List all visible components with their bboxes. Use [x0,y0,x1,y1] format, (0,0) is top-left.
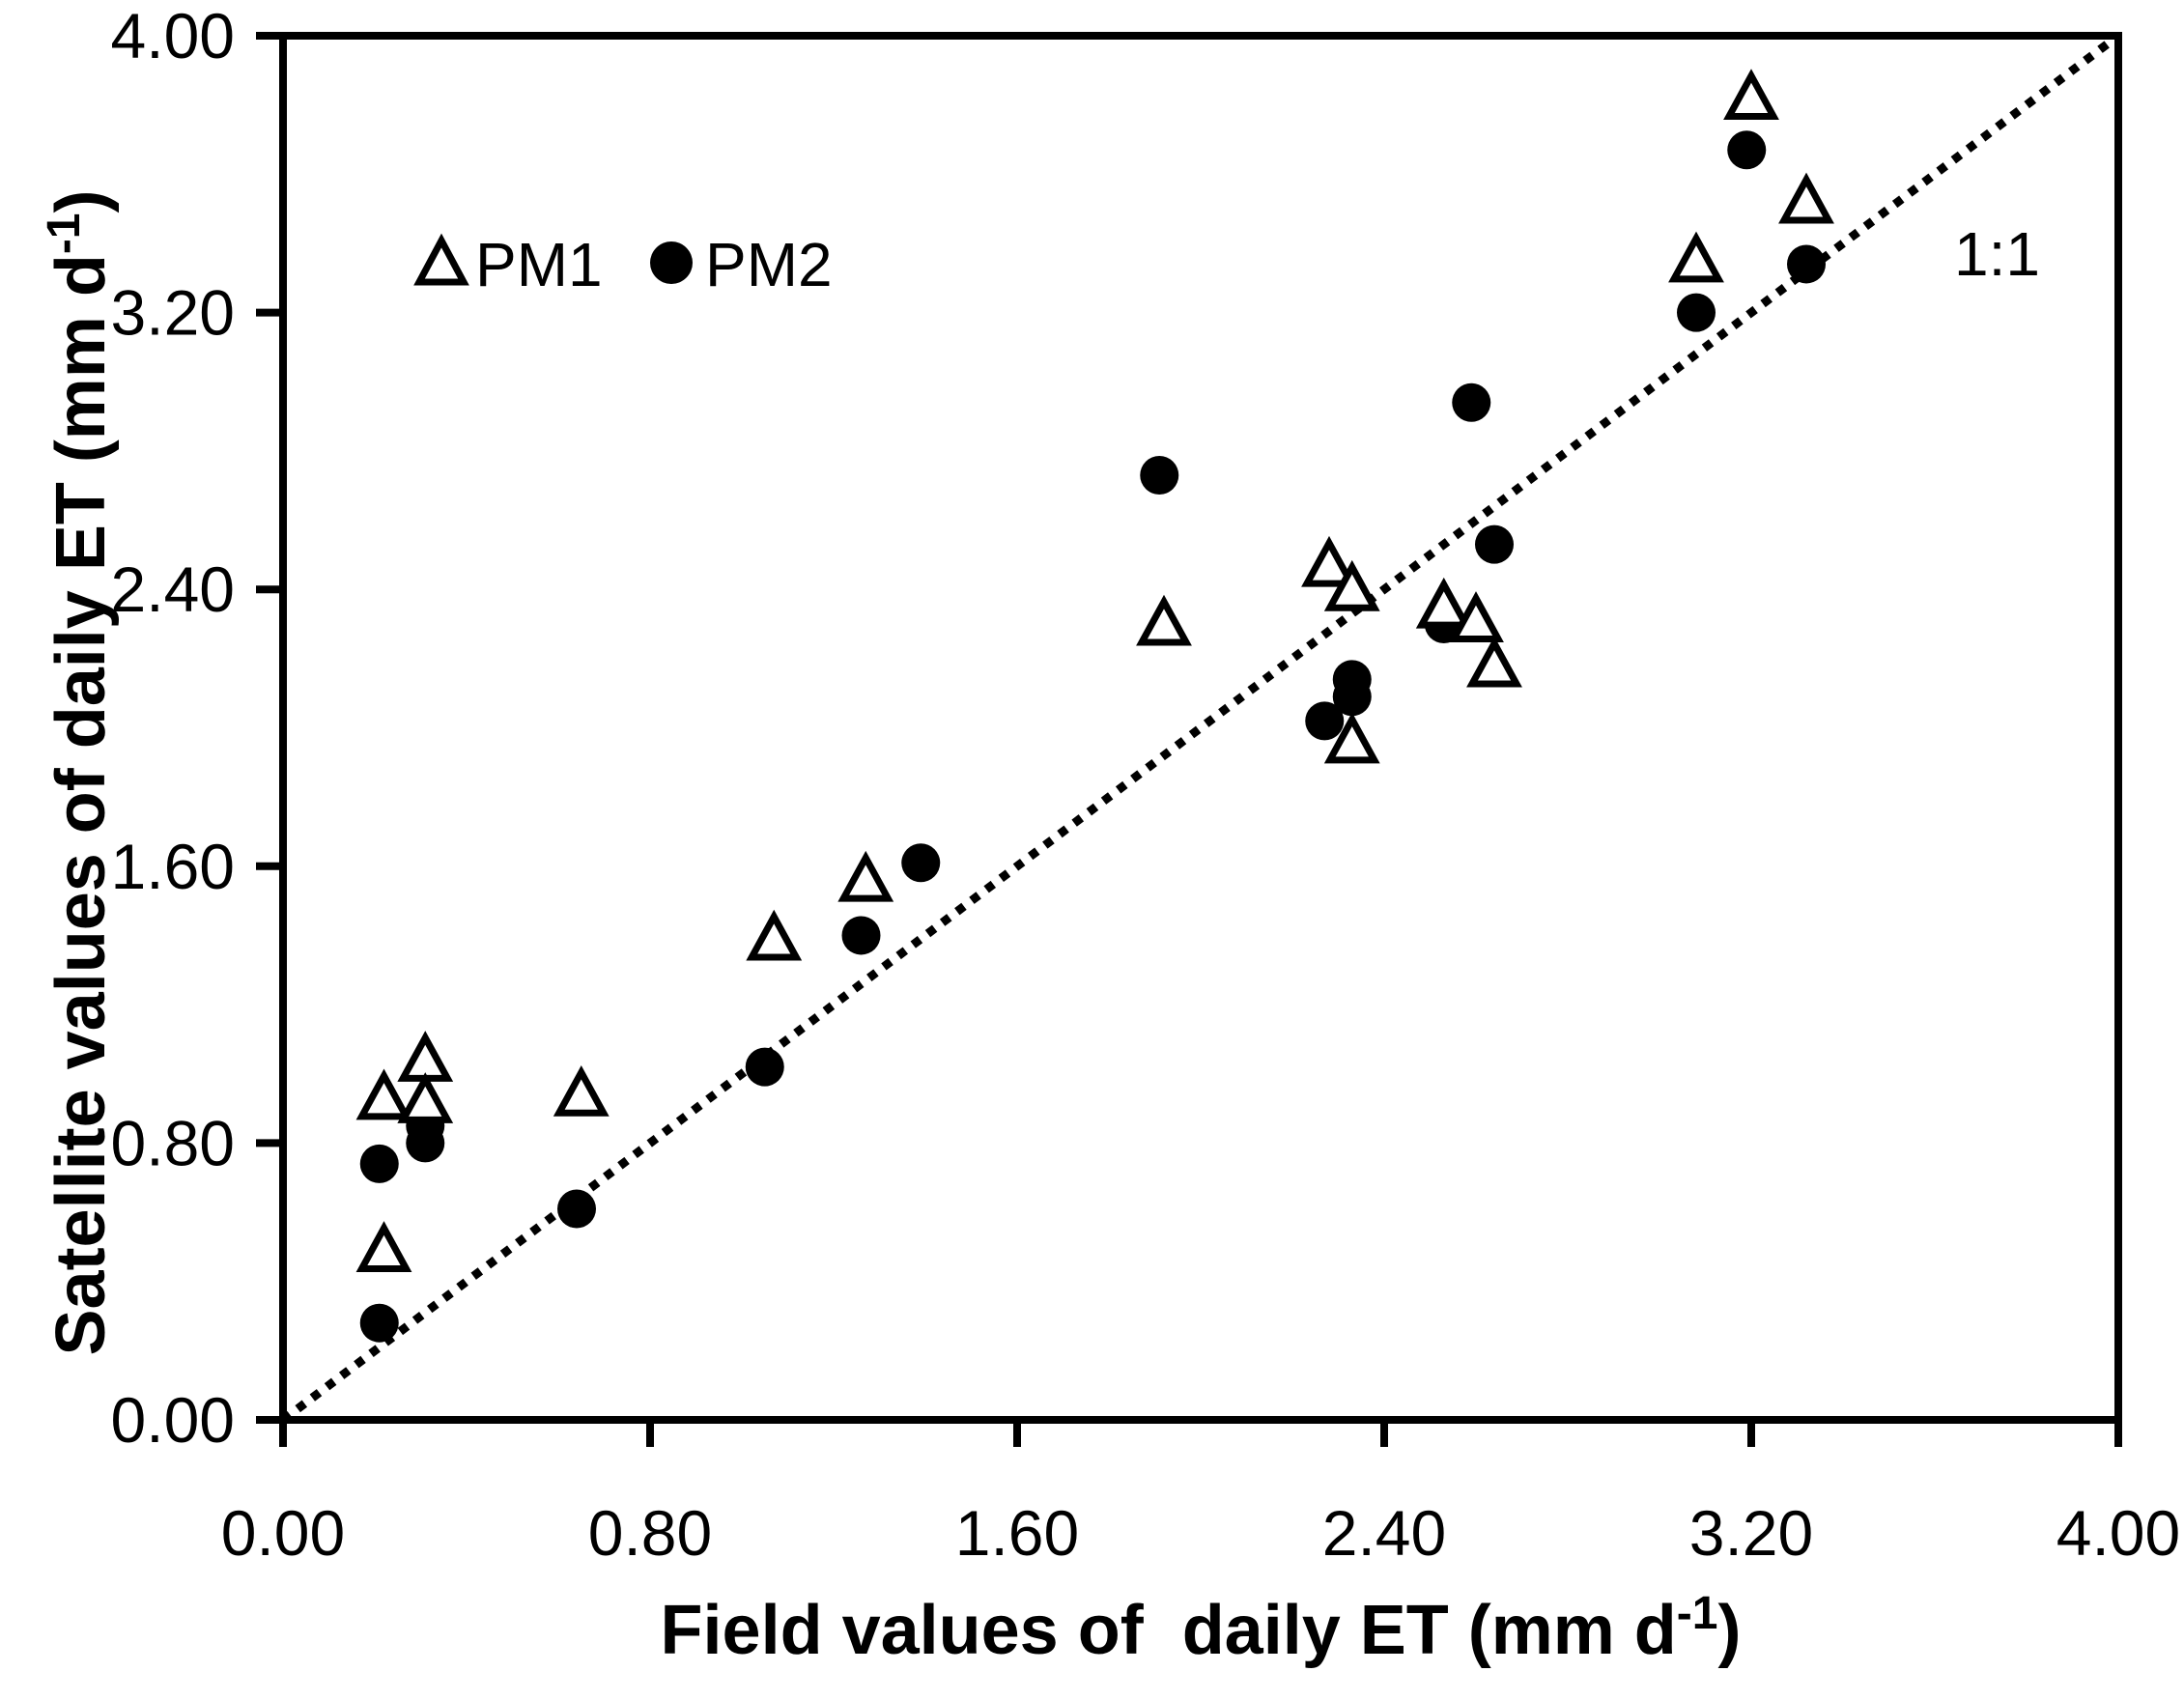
pm2-point [1727,130,1767,170]
legend: PM1 PM2 [413,230,833,299]
pm2-point [1332,677,1372,717]
y-tick-label: 4.00 [111,0,235,71]
pm2-point [901,843,941,883]
x-axis-title: Field values of daily ET (mm d-1) [661,1588,1742,1669]
pm2-point [1677,293,1716,332]
pm1-point [1668,231,1724,283]
pm2-point [406,1123,445,1163]
pm2-point [557,1189,596,1229]
pm2-point [359,1303,399,1343]
pm2-point [1305,701,1345,741]
pm1-point [1323,559,1380,611]
x-tick-label: 4.00 [2056,1497,2180,1569]
pm2-point [1140,455,1179,495]
pm1-point [397,1031,454,1082]
x-tick-label: 0.00 [221,1497,345,1569]
y-tick-label: 1.60 [111,831,235,902]
pm2-point [1475,524,1514,564]
y-axis-title: Satellite values of daily ET (mm d-1) [39,190,120,1356]
pm1-point [1466,636,1522,688]
pm1-point [746,909,803,961]
legend-pm1-triangle-icon [413,233,469,286]
x-tick-label: 2.40 [1322,1497,1446,1569]
legend-pm1-label: PM1 [475,230,603,299]
pm1-point [1415,577,1472,629]
y-tick-label: 2.40 [111,553,235,625]
pm1-point [1778,172,1834,224]
legend-pm2-circle-icon [650,241,693,284]
y-tick-label: 0.80 [111,1107,235,1178]
x-tick-label: 3.20 [1689,1497,1813,1569]
x-tick-label: 1.60 [955,1497,1079,1569]
pm1-point [1323,712,1380,764]
pm1-point [397,1072,454,1123]
pm1-point [1136,594,1192,646]
pm1-point [1448,591,1504,642]
legend-pm2-label: PM2 [705,230,833,299]
y-tick-label: 0.00 [111,1384,235,1456]
plot-border [279,32,2122,1424]
pm1-point [837,850,894,902]
pm2-point [841,916,881,955]
plot-area: 0.00 0.80 1.60 2.40 3.20 4.00 0.00 0.80 1.60 2.40… [111,0,2181,1569]
pm1-point [355,1068,412,1120]
pm2-point [359,1144,399,1183]
pm2-point [1787,244,1826,284]
pm1-point [1723,69,1779,120]
x-tick-label: 0.80 [588,1497,712,1569]
one-to-one-label: 1:1 [1954,219,2040,289]
pm2-point [745,1047,784,1087]
pm1-point [355,1221,412,1272]
y-tick-label: 3.20 [111,277,235,349]
pm2-point [1452,382,1491,422]
pm1-point [553,1064,610,1117]
pm1-point [1301,535,1357,587]
